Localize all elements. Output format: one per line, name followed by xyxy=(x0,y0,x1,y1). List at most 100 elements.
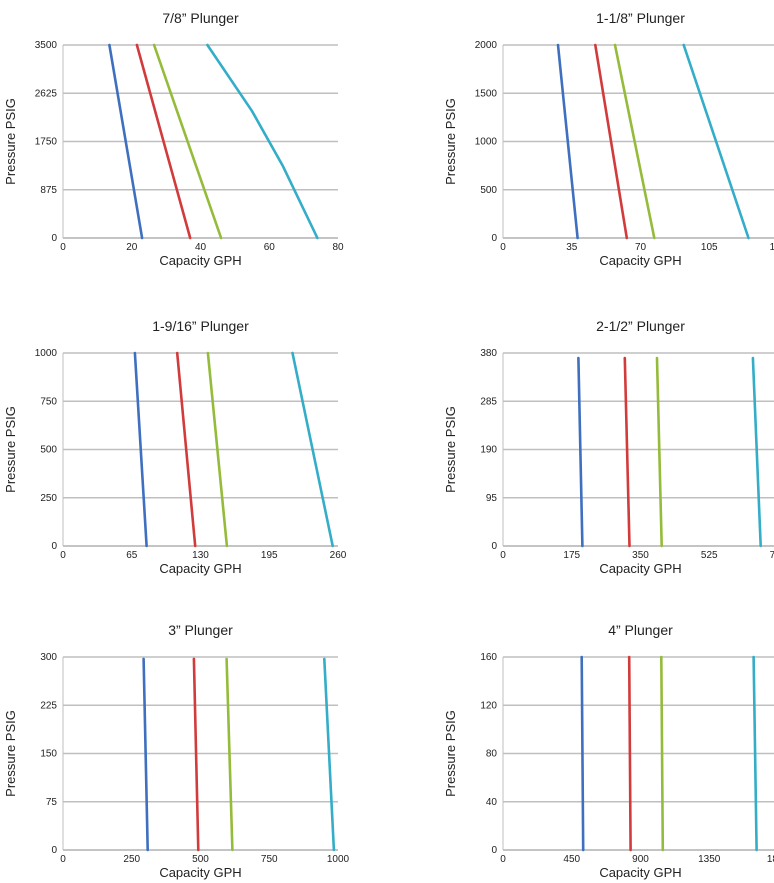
y-axis-label: Pressure PSIG xyxy=(3,406,18,493)
chart-5: 3” Plunger 0 75 150 225 300 0 250 500 750 1000 Capa… xyxy=(3,622,350,880)
x-tick-label: 500 xyxy=(192,854,209,865)
series-line-3 xyxy=(613,43,656,240)
series-line-2 xyxy=(627,655,632,852)
x-tick-label: 105 xyxy=(701,242,718,253)
x-tick-label: 175 xyxy=(563,550,580,561)
x-tick-label: 65 xyxy=(126,550,138,561)
chart-title: 1-9/16” Plunger xyxy=(152,318,249,334)
chart-3: 1-9/16” Plunger 0 250 500 750 1000 0 65 130 195 26… xyxy=(3,318,347,576)
x-tick-label: 260 xyxy=(330,550,347,561)
x-tick-label: 0 xyxy=(60,550,66,561)
series-line-1 xyxy=(577,356,584,548)
x-tick-label: 0 xyxy=(500,854,506,865)
y-tick-label: 160 xyxy=(480,652,497,663)
x-tick-label: 1800 xyxy=(767,854,774,865)
y-tick-label: 0 xyxy=(491,233,497,244)
y-tick-label: 0 xyxy=(491,541,497,552)
y-tick-label: 1500 xyxy=(475,88,498,99)
series-line-1 xyxy=(133,351,148,548)
x-axis-label: Capacity GPH xyxy=(599,253,681,268)
x-tick-label: 60 xyxy=(264,242,276,253)
series-line-3 xyxy=(659,655,665,852)
y-tick-label: 3500 xyxy=(35,40,58,51)
x-tick-label: 350 xyxy=(632,550,649,561)
x-tick-label: 195 xyxy=(261,550,278,561)
y-tick-label: 0 xyxy=(51,845,57,856)
chart-title: 2-1/2” Plunger xyxy=(596,318,685,334)
series-line-3 xyxy=(152,43,223,240)
chart-6: 4” Plunger 0 40 80 120 160 0 450 900 1350 1800 Capa… xyxy=(443,622,774,880)
series-line-2 xyxy=(175,351,197,548)
chart-title: 1-1/8” Plunger xyxy=(596,10,685,26)
series-line-4 xyxy=(751,356,763,548)
series-line-3 xyxy=(225,657,234,852)
y-tick-label: 0 xyxy=(491,845,497,856)
y-tick-label: 500 xyxy=(480,185,497,196)
chart-title: 3” Plunger xyxy=(168,622,233,638)
y-tick-label: 500 xyxy=(40,445,57,456)
x-tick-label: 130 xyxy=(192,550,209,561)
y-axis-label: Pressure PSIG xyxy=(443,406,458,493)
x-tick-label: 525 xyxy=(701,550,718,561)
x-tick-label: 700 xyxy=(770,550,774,561)
y-tick-label: 0 xyxy=(51,541,57,552)
x-tick-label: 1000 xyxy=(327,854,350,865)
y-tick-label: 285 xyxy=(480,396,497,407)
y-axis-label: Pressure PSIG xyxy=(443,710,458,797)
y-tick-label: 190 xyxy=(480,445,497,456)
series-line-2 xyxy=(593,43,629,240)
x-tick-label: 0 xyxy=(500,550,506,561)
y-tick-label: 80 xyxy=(486,749,498,760)
x-tick-label: 70 xyxy=(635,242,647,253)
series-line-4 xyxy=(752,655,758,852)
chart-4: 2-1/2” Plunger 0 95 190 285 380 0 175 350 525 700 C… xyxy=(443,318,774,576)
x-axis-label: Capacity GPH xyxy=(159,253,241,268)
y-axis-label: Pressure PSIG xyxy=(3,98,18,185)
y-tick-label: 2625 xyxy=(35,88,58,99)
series-line-2 xyxy=(135,43,192,240)
x-axis-label: Capacity GPH xyxy=(599,865,681,880)
series-line-4 xyxy=(682,43,750,240)
x-tick-label: 35 xyxy=(566,242,578,253)
chart-1: 7/8” Plunger 0 875 1750 2625 3500 0 20 40 60 80 Cap… xyxy=(3,10,344,268)
y-axis-label: Pressure PSIG xyxy=(3,710,18,797)
series-line-4 xyxy=(206,43,319,240)
x-axis-label: Capacity GPH xyxy=(159,865,241,880)
y-tick-label: 95 xyxy=(486,493,498,504)
y-tick-label: 150 xyxy=(40,749,57,760)
x-tick-label: 0 xyxy=(500,242,506,253)
series-line-1 xyxy=(556,43,579,240)
y-axis-label: Pressure PSIG xyxy=(443,98,458,185)
series-line-3 xyxy=(655,356,664,548)
series-line-1 xyxy=(108,43,144,240)
y-tick-label: 225 xyxy=(40,700,57,711)
x-tick-label: 20 xyxy=(126,242,138,253)
y-tick-label: 300 xyxy=(40,652,57,663)
y-tick-label: 875 xyxy=(40,185,57,196)
x-axis-label: Capacity GPH xyxy=(599,561,681,576)
x-tick-label: 1350 xyxy=(698,854,721,865)
y-tick-label: 250 xyxy=(40,493,57,504)
x-tick-label: 250 xyxy=(123,854,140,865)
chart-2: 1-1/8” Plunger 0 500 1000 1500 2000 0 35 70 105 14… xyxy=(443,10,774,268)
chart-title: 7/8” Plunger xyxy=(162,10,239,26)
y-tick-label: 75 xyxy=(46,797,58,808)
y-tick-label: 1000 xyxy=(35,348,58,359)
series-line-4 xyxy=(322,657,336,852)
series-line-3 xyxy=(206,351,229,548)
series-line-1 xyxy=(142,657,149,852)
y-tick-label: 1000 xyxy=(475,137,498,148)
series-line-2 xyxy=(623,356,631,548)
series-line-2 xyxy=(192,657,200,852)
y-tick-label: 1750 xyxy=(35,137,58,148)
x-tick-label: 80 xyxy=(332,242,344,253)
y-tick-label: 0 xyxy=(51,233,57,244)
x-tick-label: 0 xyxy=(60,242,66,253)
series-line-4 xyxy=(291,351,335,548)
chart-title: 4” Plunger xyxy=(608,622,673,638)
y-tick-label: 750 xyxy=(40,396,57,407)
x-tick-label: 0 xyxy=(60,854,66,865)
y-tick-label: 40 xyxy=(486,797,498,808)
x-tick-label: 900 xyxy=(632,854,649,865)
